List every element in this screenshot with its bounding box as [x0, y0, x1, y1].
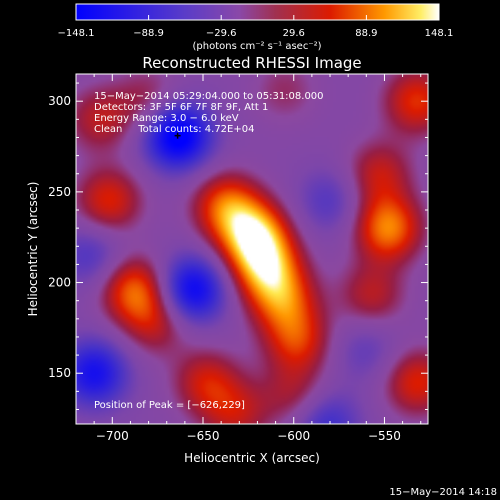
annotation-energy-range: Energy Range: 3.0 − 6.0 keV: [94, 113, 239, 124]
x-tick-label: −600: [277, 429, 310, 443]
peak-position-label: Position of Peak = [−626,229]: [94, 400, 245, 411]
x-tick-label: −550: [368, 429, 401, 443]
colorbar-tick-label: 29.6: [283, 28, 305, 39]
colorbar-tick-label: −29.6: [206, 28, 237, 39]
heatmap-image: [76, 74, 428, 424]
colorbar-ticks: −148.1 −88.9 −29.6 29.6 88.9 148.1: [57, 15, 453, 39]
x-axis-label: Heliocentric X (arcsec): [184, 451, 320, 465]
y-axis: 150 200 250 300: [48, 82, 428, 410]
plot-frame: [75, 73, 429, 425]
colorbar-units-label: (photons cm⁻² s⁻¹ asec⁻²): [192, 41, 321, 52]
colorbar: [75, 3, 440, 21]
colorbar-tick-label: 148.1: [425, 28, 454, 39]
y-tick-label: 250: [48, 185, 71, 199]
y-axis-label: Heliocentric Y (arcsec): [26, 182, 40, 317]
colorbar-tick-label: 88.9: [355, 28, 377, 39]
y-tick-label: 150: [48, 366, 71, 380]
x-tick-label: −700: [96, 429, 129, 443]
peak-marker: [174, 132, 181, 139]
colorbar-tick-label: −148.1: [57, 28, 94, 39]
footer-timestamp: 15−May−2014 14:18: [389, 487, 497, 498]
y-tick-label: 200: [48, 276, 71, 290]
annotation-detectors: Detectors: 3F 5F 6F 7F 8F 9F, Att 1: [94, 102, 268, 113]
annotation-time-range: 15−May−2014 05:29:04.000 to 05:31:08.000: [94, 91, 324, 102]
annotation-clean-counts: Clean Total counts: 4.72E+04: [94, 124, 254, 135]
y-tick-label: 300: [48, 94, 71, 108]
chart-title: Reconstructed RHESSI Image: [142, 54, 361, 72]
colorbar-tick-label: −88.9: [133, 28, 164, 39]
x-axis: −700 −650 −600 −550: [93, 74, 422, 443]
x-tick-label: −650: [187, 429, 220, 443]
